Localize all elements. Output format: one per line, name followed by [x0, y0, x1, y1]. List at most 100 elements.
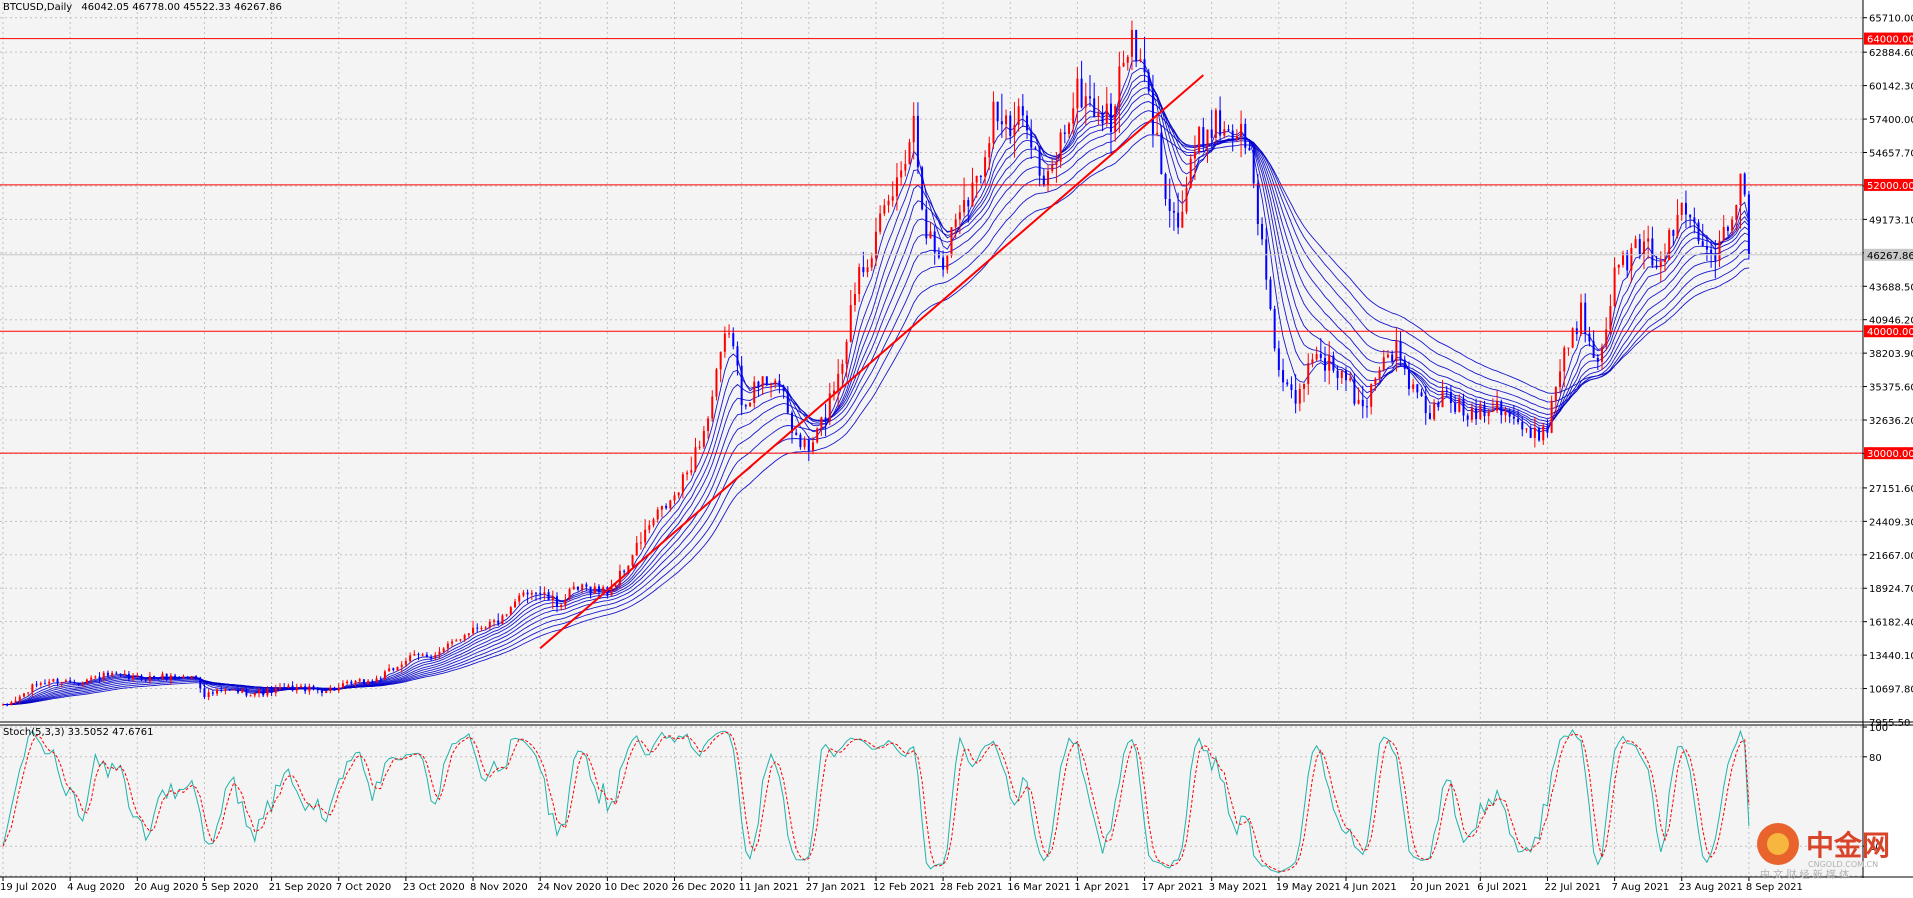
candle-body	[1223, 129, 1226, 136]
candle-body	[1240, 123, 1243, 137]
candle-body	[1718, 240, 1721, 261]
candle-body	[111, 672, 114, 676]
candle-body	[673, 495, 676, 501]
trendline-group	[539, 74, 1204, 650]
candle-body	[388, 668, 391, 672]
candle-body	[1147, 72, 1150, 92]
candle-body	[186, 676, 189, 678]
candle-body	[136, 675, 139, 677]
candle-body	[1647, 238, 1650, 242]
candle-body	[153, 675, 156, 678]
candle-body	[723, 333, 726, 352]
candle-body	[1475, 408, 1478, 420]
candle-body	[425, 654, 428, 658]
candle-body	[719, 351, 722, 370]
candle-body	[1277, 348, 1280, 371]
x-tick-label: 8 Nov 2020	[470, 882, 528, 893]
candle-body	[1265, 239, 1268, 280]
candle-body	[1026, 115, 1029, 131]
candle-body	[1403, 359, 1406, 369]
candle-body	[635, 542, 638, 556]
candle-body	[312, 686, 315, 690]
symbol-label: BTCUSD,Daily	[3, 2, 73, 13]
y-tick-label: 35375.60	[1869, 383, 1913, 394]
candle-body	[1391, 354, 1394, 362]
candle-body	[1638, 239, 1641, 255]
stochastic-panel	[2, 729, 1750, 874]
candle-body	[1298, 388, 1301, 404]
y-tick-label: 10697.80	[1869, 685, 1913, 696]
candle-body	[1521, 422, 1524, 430]
candle-body	[1517, 418, 1520, 423]
candle-body	[106, 672, 109, 676]
candle-body	[1000, 121, 1003, 125]
candle-body	[56, 679, 59, 684]
candle-body	[1286, 382, 1289, 385]
candle-body	[1743, 173, 1746, 195]
candle-body	[887, 200, 890, 206]
current-price-tag	[1864, 248, 1913, 261]
candle-body	[1231, 130, 1234, 140]
candle-body	[1168, 199, 1171, 211]
stoch-label: Stoch(5,3,3) 33.5052 47.6761	[3, 727, 154, 738]
candle-body	[761, 376, 764, 388]
candle-body	[195, 676, 198, 678]
stoch-y-tick-label: 100	[1869, 723, 1888, 734]
candle-body	[514, 601, 517, 608]
candle-body	[1017, 106, 1020, 125]
candle-body	[404, 661, 407, 665]
candle-body	[874, 231, 877, 259]
candle-body	[1235, 136, 1238, 140]
candle-body	[660, 505, 663, 510]
candle-body	[270, 689, 273, 693]
candle-body	[749, 402, 752, 407]
candle-body	[1345, 370, 1347, 381]
y-tick-label: 65710.00	[1869, 14, 1913, 25]
y-tick-label: 38203.90	[1869, 349, 1913, 360]
candle-body	[258, 690, 261, 694]
candle-body	[774, 380, 777, 385]
candle-body	[1227, 129, 1230, 131]
candle-body	[1009, 115, 1012, 136]
candle-body	[807, 439, 810, 451]
candle-body	[1059, 132, 1062, 162]
candle-body	[1088, 96, 1091, 99]
candle-body	[1714, 253, 1717, 261]
candle-body	[1546, 426, 1549, 433]
y-tick-label: 57400.00	[1869, 115, 1913, 126]
candle-body	[535, 592, 538, 594]
candle-body	[203, 688, 206, 698]
x-tick-label: 8 Sep 2021	[1746, 882, 1803, 893]
price-axis: 65710.00 62884.60 60142.30 57400.00 54657.70…	[1863, 14, 1913, 853]
candle-body	[1701, 241, 1704, 247]
candle-body	[1454, 403, 1457, 412]
candle-body	[207, 692, 210, 698]
candle-body	[1219, 110, 1222, 136]
candle-body	[1705, 246, 1708, 250]
candle-body	[1290, 384, 1293, 391]
candle-body	[337, 687, 340, 691]
x-tick-label: 1 Apr 2021	[1074, 882, 1129, 893]
candle-body	[6, 704, 9, 706]
x-tick-label: 19 May 2021	[1276, 882, 1341, 893]
candle-body	[283, 687, 286, 689]
candle-body	[1731, 219, 1734, 231]
candle-body	[1189, 158, 1192, 188]
candle-body	[123, 673, 126, 675]
candle-body	[1433, 402, 1436, 420]
candle-body	[996, 101, 999, 122]
candle-body	[1139, 59, 1142, 61]
candle-body	[379, 678, 382, 680]
candle-body	[509, 607, 512, 615]
candle-body	[883, 205, 886, 214]
candle-body	[278, 687, 281, 689]
candle-body	[518, 595, 521, 602]
candle-body	[216, 689, 219, 694]
candle-body	[1710, 249, 1713, 254]
candle-body	[753, 381, 756, 403]
y-tick-label: 21667.00	[1869, 551, 1913, 562]
candle-body	[266, 689, 269, 696]
candle-body	[488, 621, 491, 628]
candle-body	[971, 182, 974, 207]
candle-body	[421, 654, 424, 656]
